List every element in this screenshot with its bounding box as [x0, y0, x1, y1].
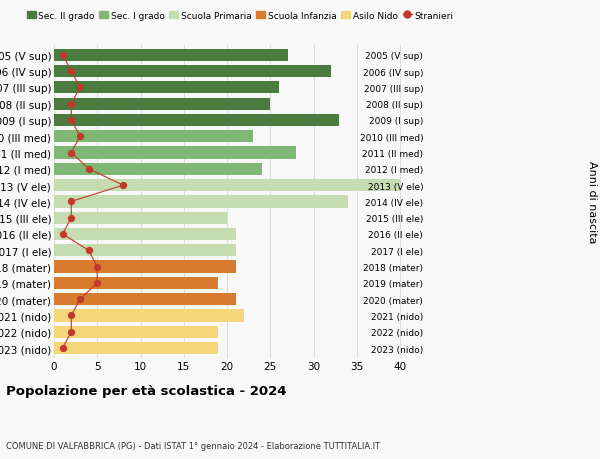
Point	[67, 214, 76, 222]
Point	[67, 198, 76, 206]
Bar	[54, 115, 340, 127]
Text: Anni di nascita: Anni di nascita	[587, 161, 597, 243]
Bar	[54, 342, 218, 354]
Bar	[54, 82, 279, 94]
Bar	[54, 277, 218, 289]
Bar	[54, 131, 253, 143]
Bar	[54, 196, 348, 208]
Bar	[54, 293, 236, 306]
Bar	[54, 229, 236, 241]
Bar	[54, 50, 287, 62]
Bar	[54, 163, 262, 175]
Point	[118, 182, 128, 190]
Point	[84, 166, 94, 173]
Point	[58, 345, 67, 352]
Legend: Sec. II grado, Sec. I grado, Scuola Primaria, Scuola Infanzia, Asilo Nido, Stran: Sec. II grado, Sec. I grado, Scuola Prim…	[25, 10, 455, 22]
Point	[84, 247, 94, 254]
Bar	[54, 98, 270, 111]
Bar	[54, 179, 400, 192]
Bar	[54, 147, 296, 159]
Point	[67, 150, 76, 157]
Point	[67, 68, 76, 76]
Bar	[54, 245, 236, 257]
Text: COMUNE DI VALFABBRICA (PG) - Dati ISTAT 1° gennaio 2024 - Elaborazione TUTTITALI: COMUNE DI VALFABBRICA (PG) - Dati ISTAT …	[6, 441, 380, 450]
Point	[75, 296, 85, 303]
Point	[58, 52, 67, 59]
Point	[75, 133, 85, 140]
Bar	[54, 212, 227, 224]
Point	[67, 312, 76, 319]
Bar	[54, 261, 236, 273]
Bar	[54, 66, 331, 78]
Point	[75, 84, 85, 92]
Bar	[54, 310, 244, 322]
Point	[92, 280, 102, 287]
Bar	[54, 326, 218, 338]
Point	[67, 117, 76, 124]
Point	[67, 101, 76, 108]
Point	[58, 231, 67, 238]
Text: Popolazione per età scolastica - 2024: Popolazione per età scolastica - 2024	[6, 384, 287, 397]
Point	[92, 263, 102, 271]
Point	[67, 328, 76, 336]
